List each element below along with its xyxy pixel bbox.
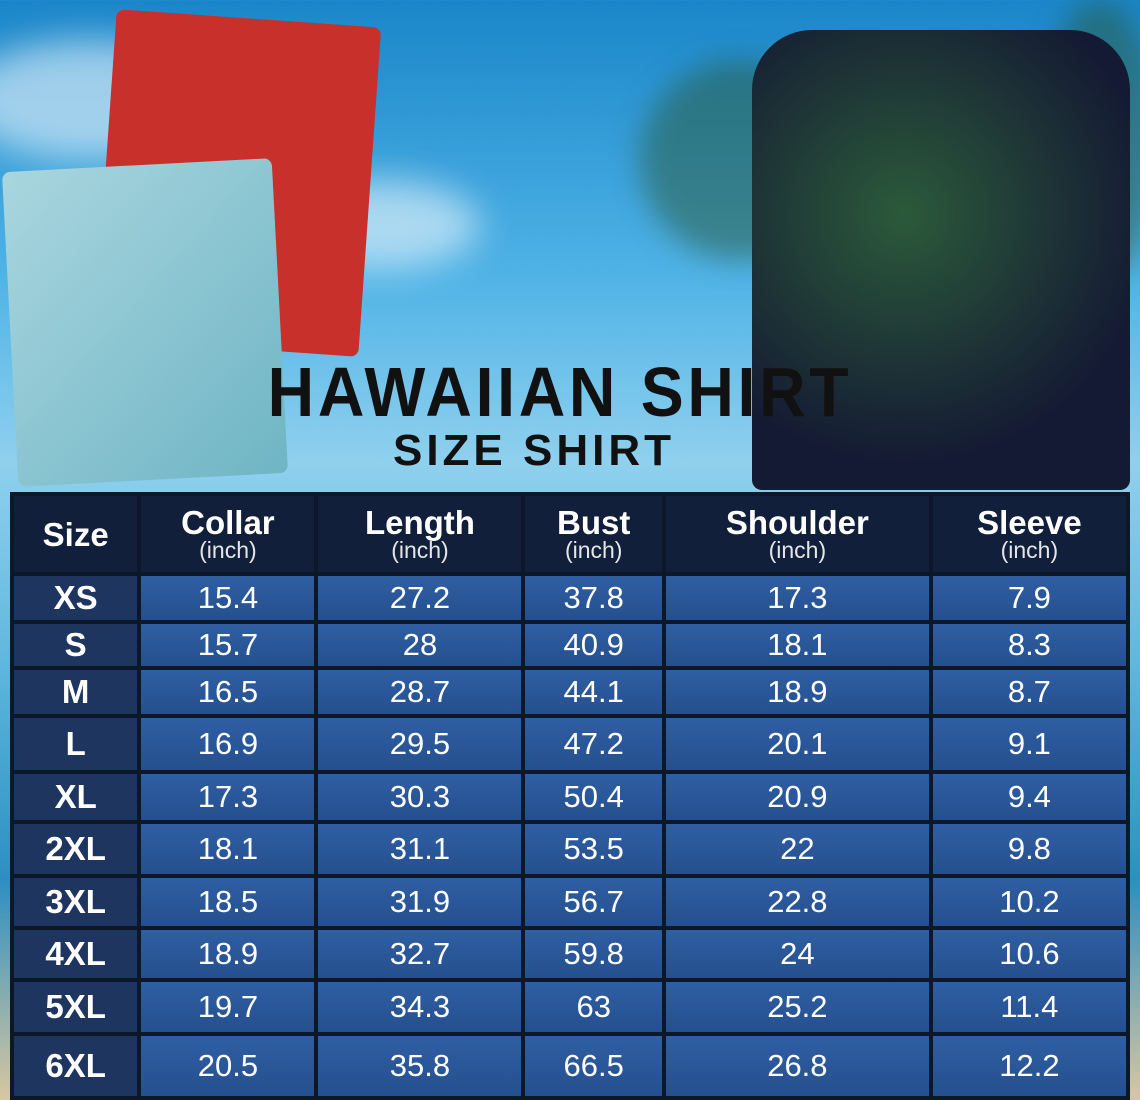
value-cell: 47.2 [525, 718, 662, 770]
value-cell: 44.1 [525, 670, 662, 714]
column-header-label: Shoulder [725, 504, 869, 541]
value-cell: 24 [665, 930, 929, 978]
value-cell: 34.3 [318, 982, 522, 1032]
value-cell: 7.9 [932, 576, 1126, 620]
value-cell: 12.2 [932, 1036, 1126, 1096]
value-cell: 15.7 [141, 624, 315, 666]
column-header-unit: (inch) [1000, 537, 1059, 563]
value-cell: 8.3 [932, 624, 1126, 666]
column-header-unit: (inch) [391, 537, 449, 563]
value-cell: 9.8 [932, 824, 1126, 874]
page-title: HAWAIIAN SHIRT [267, 353, 853, 431]
table-row: XS 15.4 27.2 37.8 17.3 7.9 [14, 576, 1126, 620]
value-cell: 10.2 [932, 878, 1126, 926]
column-header: Size [14, 496, 138, 572]
table-row: 3XL 18.5 31.9 56.7 22.8 10.2 [14, 878, 1126, 926]
value-cell: 59.8 [525, 930, 662, 978]
page-subtitle: SIZE SHIRT [392, 426, 676, 475]
value-cell: 35.8 [318, 1036, 522, 1096]
value-cell: 19.7 [141, 982, 315, 1032]
value-cell: 27.2 [318, 576, 522, 620]
value-cell: 11.4 [932, 982, 1126, 1032]
value-cell: 8.7 [932, 670, 1126, 714]
table-row: 4XL 18.9 32.7 59.8 24 10.6 [14, 930, 1126, 978]
column-header-unit: (inch) [564, 537, 623, 563]
value-cell: 28 [318, 624, 522, 666]
size-cell: M [14, 670, 138, 714]
size-cell: 6XL [14, 1036, 138, 1096]
size-cell: XS [14, 576, 138, 620]
value-cell: 18.9 [141, 930, 315, 978]
value-cell: 37.8 [525, 576, 662, 620]
value-cell: 50.4 [525, 774, 662, 820]
value-cell: 17.3 [665, 576, 929, 620]
value-cell: 15.4 [141, 576, 315, 620]
column-header-label: Collar [181, 504, 275, 541]
column-header: Length (inch) [318, 496, 522, 572]
size-cell: 2XL [14, 824, 138, 874]
table-header-row: Size Collar (inch) Length (inch) Bust (inch) Sh… [14, 496, 1126, 572]
size-cell: 3XL [14, 878, 138, 926]
table-row: 6XL 20.5 35.8 66.5 26.8 12.2 [14, 1036, 1126, 1096]
column-header: Collar (inch) [141, 496, 315, 572]
value-cell: 20.1 [665, 718, 929, 770]
value-cell: 56.7 [525, 878, 662, 926]
size-cell: XL [14, 774, 138, 820]
value-cell: 26.8 [665, 1036, 929, 1096]
value-cell: 10.6 [932, 930, 1126, 978]
value-cell: 30.3 [318, 774, 522, 820]
value-cell: 32.7 [318, 930, 522, 978]
value-cell: 25.2 [665, 982, 929, 1032]
column-header: Bust (inch) [525, 496, 662, 572]
man-in-flamingo-shirt-image [752, 30, 1130, 490]
size-cell: 4XL [14, 930, 138, 978]
value-cell: 9.1 [932, 718, 1126, 770]
size-chart-table: Size Collar (inch) Length (inch) Bust (inch) Sh… [10, 492, 1130, 1100]
column-header-label: Sleeve [977, 504, 1082, 541]
column-header-label: Size [42, 515, 109, 553]
value-cell: 16.5 [141, 670, 315, 714]
value-cell: 18.1 [141, 824, 315, 874]
table-row: 2XL 18.1 31.1 53.5 22 9.8 [14, 824, 1126, 874]
value-cell: 29.5 [318, 718, 522, 770]
value-cell: 16.9 [141, 718, 315, 770]
value-cell: 18.5 [141, 878, 315, 926]
size-cell: 5XL [14, 982, 138, 1032]
column-header-label: Bust [557, 504, 631, 541]
value-cell: 22.8 [665, 878, 929, 926]
value-cell: 20.5 [141, 1036, 315, 1096]
column-header-label: Length [364, 504, 475, 541]
column-header-unit: (inch) [768, 537, 827, 563]
table-row: XL 17.3 30.3 50.4 20.9 9.4 [14, 774, 1126, 820]
column-header: Sleeve (inch) [932, 496, 1126, 572]
value-cell: 17.3 [141, 774, 315, 820]
value-cell: 20.9 [665, 774, 929, 820]
size-cell: S [14, 624, 138, 666]
value-cell: 66.5 [525, 1036, 662, 1096]
value-cell: 18.1 [665, 624, 929, 666]
size-cell: L [14, 718, 138, 770]
table-row: 5XL 19.7 34.3 63 25.2 11.4 [14, 982, 1126, 1032]
value-cell: 28.7 [318, 670, 522, 714]
value-cell: 9.4 [932, 774, 1126, 820]
value-cell: 31.1 [318, 824, 522, 874]
value-cell: 22 [665, 824, 929, 874]
value-cell: 31.9 [318, 878, 522, 926]
table-row: M 16.5 28.7 44.1 18.9 8.7 [14, 670, 1126, 714]
table-row: S 15.7 28 40.9 18.1 8.3 [14, 624, 1126, 666]
value-cell: 40.9 [525, 624, 662, 666]
column-header-unit: (inch) [199, 537, 257, 563]
column-header: Shoulder (inch) [665, 496, 929, 572]
value-cell: 53.5 [525, 824, 662, 874]
value-cell: 63 [525, 982, 662, 1032]
value-cell: 18.9 [665, 670, 929, 714]
table-row: L 16.9 29.5 47.2 20.1 9.1 [14, 718, 1126, 770]
